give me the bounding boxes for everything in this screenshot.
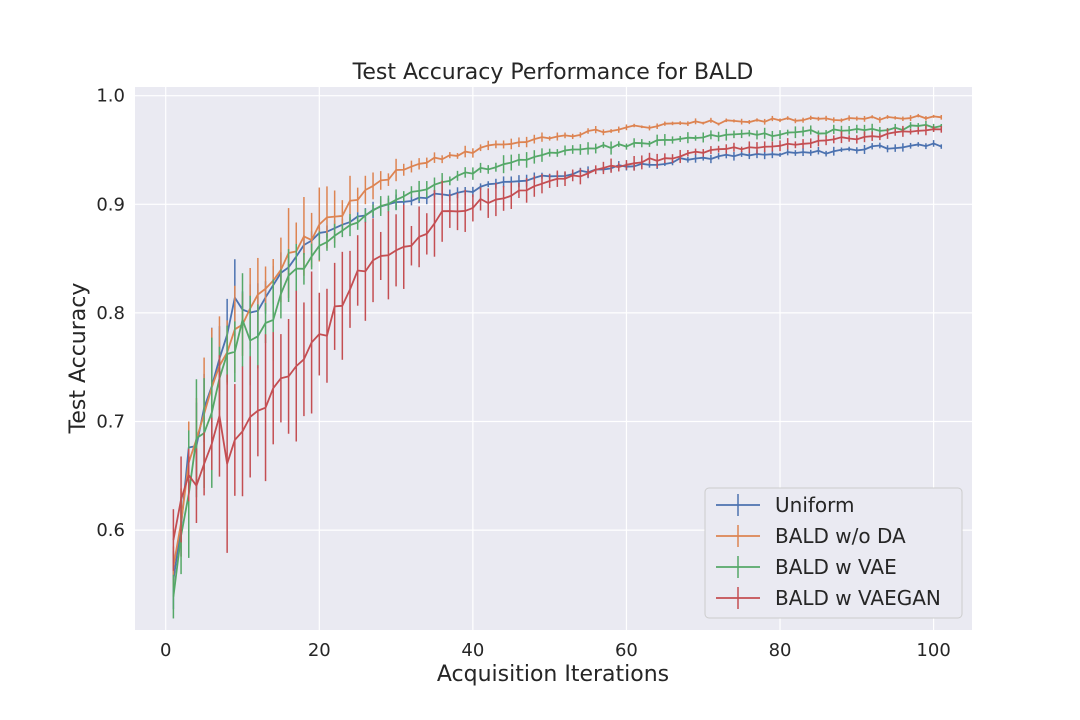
y-tick-label-2: 0.8: [96, 303, 125, 324]
x-axis-label: Acquisition Iterations: [437, 662, 669, 687]
x-tick-label-2: 40: [461, 640, 484, 661]
series-line-2: [172, 124, 942, 597]
series-3: [172, 125, 943, 571]
x-tick-label-1: 20: [308, 640, 331, 661]
x-tick-label-5: 100: [916, 640, 950, 661]
y-tick-label-1: 0.7: [96, 411, 125, 432]
series-line-1: [172, 114, 942, 568]
y-tick-label-3: 0.9: [96, 194, 125, 215]
y-tick-label-0: 0.6: [96, 520, 125, 541]
y-tick-label-4: 1.0: [96, 86, 125, 107]
legend-label-0: Uniform: [775, 493, 855, 517]
series-line-3: [172, 128, 942, 541]
x-tick-label-0: 0: [160, 640, 171, 661]
series-layer: [172, 113, 943, 619]
legend: Uniform BALD w/o DA BALD w VAE BALD w VAEGA…: [704, 487, 963, 619]
legend-box: [704, 487, 963, 619]
chart-title: Test Accuracy Performance for BALD: [352, 60, 754, 85]
legend-label-3: BALD w VAEGAN: [775, 586, 941, 610]
x-tick-label-4: 80: [769, 640, 792, 661]
x-tick-label-3: 60: [615, 640, 638, 661]
y-axis-label: Test Accuracy: [66, 283, 91, 435]
legend-label-1: BALD w/o DA: [775, 524, 906, 548]
legend-label-2: BALD w VAE: [775, 555, 897, 579]
axis-ticks: 0 20 40 60 80 100 0.6 0.7 0.8 0.9 1.0: [96, 86, 950, 661]
